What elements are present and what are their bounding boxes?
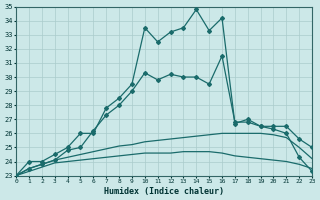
X-axis label: Humidex (Indice chaleur): Humidex (Indice chaleur)	[104, 187, 224, 196]
